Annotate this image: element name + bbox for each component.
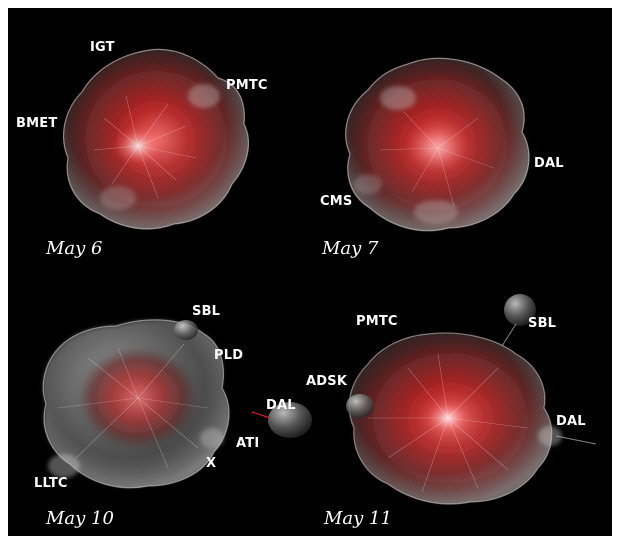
node-label-x: X (206, 456, 216, 471)
node-label-dal: DAL (266, 398, 296, 413)
blob-graphics (8, 8, 612, 536)
node-label-dal: DAL (556, 414, 586, 429)
blob-may7 (346, 58, 529, 230)
network-figure: IGT PMTC BMET May 6 DAL CMS May 7 SBL PL… (8, 8, 612, 536)
panel-date-may7: May 7 (322, 238, 379, 259)
panel-date-may6: May 6 (46, 238, 103, 259)
node-label-pld: PLD (214, 348, 243, 363)
node-label-pmtc: PMTC (356, 314, 398, 329)
node-label-pmtc: PMTC (226, 78, 268, 93)
blob-may6 (64, 49, 249, 229)
node-label-adsk: ADSK (306, 374, 347, 389)
node-label-lltc: LLTC (34, 476, 68, 491)
node-label-ati: ATI (236, 436, 259, 451)
node-label-cms: CMS (320, 194, 352, 209)
node-label-dal: DAL (534, 156, 564, 171)
node-label-bmet: BMET (16, 116, 57, 131)
node-label-sbl: SBL (528, 316, 556, 331)
panel-date-may10: May 10 (46, 508, 114, 529)
panel-date-may11: May 11 (324, 508, 392, 529)
node-label-sbl: SBL (192, 304, 220, 319)
node-label-igt: IGT (90, 40, 115, 55)
